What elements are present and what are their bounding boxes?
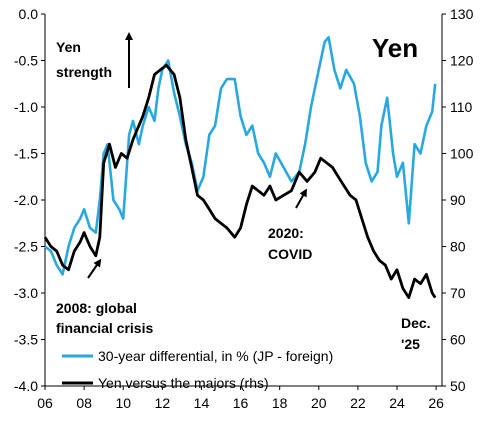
left-tick-label: -3.0 bbox=[14, 285, 38, 301]
x-tick-label: 26 bbox=[428, 395, 444, 411]
covid-arrow bbox=[295, 188, 307, 209]
gfc-arrow bbox=[87, 258, 102, 279]
annotation-gfc: 2008: global financial crisis bbox=[56, 258, 153, 336]
x-tick-label: 12 bbox=[155, 395, 171, 411]
left-tick-label: -0.5 bbox=[14, 53, 38, 69]
annotation-yen-strength-line-2: strength bbox=[56, 64, 112, 80]
annotation-gfc-line-2: financial crisis bbox=[56, 320, 153, 336]
annotation-dec-25-line-2: '25 bbox=[401, 336, 420, 352]
annotation-yen-strength-line-1: Yen bbox=[56, 39, 81, 55]
left-axis-ticks: 0.0 -0.5 -1.0 -1.5 -2.0 -2.5 -3.0 -3.5 -4.0 bbox=[14, 6, 45, 394]
annotation-covid: 2020: COVID bbox=[268, 188, 312, 262]
left-tick-label: 0.0 bbox=[19, 6, 39, 22]
series-line-yen bbox=[43, 63, 437, 300]
right-tick-label: 80 bbox=[450, 239, 466, 255]
x-tick-label: 24 bbox=[389, 395, 405, 411]
right-tick-label: 70 bbox=[450, 285, 466, 301]
right-tick-label: 50 bbox=[450, 378, 466, 394]
right-tick-label: 90 bbox=[450, 192, 466, 208]
left-tick-label: -4.0 bbox=[14, 378, 38, 394]
x-tick-label: 08 bbox=[76, 395, 92, 411]
x-tick-label: 22 bbox=[350, 395, 366, 411]
annotation-yen-strength: Yen strength bbox=[56, 32, 133, 88]
left-tick-label: -1.0 bbox=[14, 99, 38, 115]
left-tick-label: -1.5 bbox=[14, 146, 38, 162]
x-tick-label: 10 bbox=[115, 395, 131, 411]
left-tick-label: -2.5 bbox=[14, 239, 38, 255]
left-tick-label: -2.0 bbox=[14, 192, 38, 208]
right-axis-ticks: 130 120 110 100 90 80 70 60 50 bbox=[442, 6, 474, 394]
right-tick-label: 130 bbox=[450, 6, 474, 22]
right-tick-label: 100 bbox=[450, 146, 474, 162]
legend-label-differential: 30-year differential, in % (JP - foreign… bbox=[98, 348, 333, 364]
x-tick-label: 14 bbox=[194, 395, 210, 411]
right-tick-label: 120 bbox=[450, 53, 474, 69]
annotation-covid-line-2: COVID bbox=[268, 246, 312, 262]
annotation-gfc-line-1: 2008: global bbox=[56, 300, 137, 316]
left-tick-label: -3.5 bbox=[14, 332, 38, 348]
annotation-covid-line-1: 2020: bbox=[268, 225, 304, 241]
annotation-dec-25-line-1: Dec. bbox=[401, 315, 431, 331]
series-line-differential bbox=[44, 35, 437, 276]
legend: 30-year differential, in % (JP - foreign… bbox=[62, 348, 333, 391]
x-tick-label: 06 bbox=[37, 395, 53, 411]
legend-label-yen: Yen versus the majors (rhs) bbox=[98, 375, 269, 391]
right-tick-label: 60 bbox=[450, 332, 466, 348]
x-tick-label: 16 bbox=[233, 395, 249, 411]
annotation-dec-25: Dec. '25 bbox=[401, 315, 431, 352]
right-tick-label: 110 bbox=[450, 99, 473, 115]
chart-title: Yen bbox=[372, 33, 418, 63]
x-tick-label: 20 bbox=[311, 395, 327, 411]
series-lines bbox=[43, 35, 437, 300]
x-axis-ticks: 06 08 10 12 14 16 18 20 22 24 26 bbox=[37, 386, 444, 411]
x-tick-label: 18 bbox=[272, 395, 288, 411]
